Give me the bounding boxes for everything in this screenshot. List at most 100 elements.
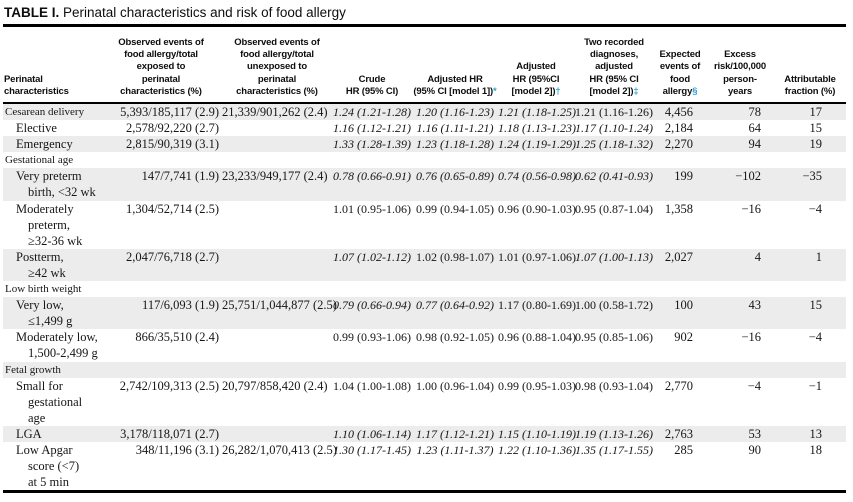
table-row: Very low, ≤1,499 g 117/6,093 (1.9) 25,751/1… — [3, 297, 846, 330]
cell-adjusted-hr-model1: 1.23 (1.11-1.37) — [416, 442, 494, 457]
column-header-adjusted-hr-model2: Adjusted HR (95%CI [model 2])† — [498, 25, 574, 105]
cell-adjusted-hr-model2: 0.74 (0.56-0.98) — [498, 169, 576, 184]
empty-cells — [100, 281, 846, 297]
table-body: Cesarean delivery 5,393/185,117 (2.9) 21,3… — [3, 103, 846, 492]
cell-two-diagnoses-hr: 0.95 (0.85-1.06) — [575, 330, 653, 345]
cell-observed-unexposed: 21,339/901,262 (2.4) — [222, 105, 328, 120]
column-header-attributable-fraction: Attributable fraction (%) — [774, 25, 846, 105]
cell-attributable-fraction: −1 — [808, 378, 822, 393]
cell-attributable-fraction: 13 — [809, 426, 823, 441]
table-row: Postterm, ≥42 wk 2,047/76,718 (2.7) 1.07 (1… — [3, 248, 846, 282]
cell-adjusted-hr-model2: 1.21 (1.18-1.25) — [498, 105, 576, 120]
table-row: Moderately low, 1,500-2,499 g 866/35,510 (… — [3, 329, 846, 361]
cell-adjusted-hr-model1: 1.00 (0.96-1.04) — [416, 378, 494, 393]
table-number: TABLE I. — [4, 5, 60, 20]
table-row: Moderately preterm, ≥32-36 wk 1,304/52,714 … — [3, 201, 846, 249]
perinatal-characteristics-table: Perinatal characteristics Observed events … — [3, 24, 846, 494]
section-row: Fetal growth — [3, 361, 846, 378]
cell-observed-unexposed — [222, 201, 332, 249]
table-row: Emergency 2,815/90,319 (3.1) 1.33 (1.28-1.… — [3, 136, 846, 153]
footnote-marker: † — [555, 85, 561, 97]
table-title-text: Perinatal characteristics and risk of fo… — [63, 5, 346, 20]
column-header-observed-exposed: Observed events of food allergy/total expo… — [100, 25, 222, 105]
cell-adjusted-hr-model1: 1.20 (1.16-1.23) — [416, 105, 494, 120]
cell-expected-events: 902 — [674, 330, 693, 345]
cell-excess-risk: 4 — [754, 249, 761, 264]
cell-expected-events: 199 — [674, 169, 693, 184]
cell-observed-exposed: 5,393/185,117 (2.9) — [120, 105, 219, 120]
row-label: Very low, ≤1,499 g — [16, 298, 73, 329]
cell-observed-exposed: 866/35,510 (2.4) — [135, 330, 219, 345]
cell-expected-events: 2,184 — [664, 121, 693, 136]
cell-crude-hr: 0.78 (0.66-0.91) — [333, 169, 411, 184]
cell-two-diagnoses-hr: 1.21 (1.16-1.26) — [575, 105, 653, 120]
row-label: Moderately low, 1,500-2,499 g — [16, 330, 98, 361]
cell-excess-risk: −16 — [741, 330, 761, 345]
cell-observed-unexposed — [222, 329, 332, 361]
empty-cells — [100, 362, 846, 378]
cell-attributable-fraction: −4 — [808, 330, 822, 345]
footnote-marker: § — [692, 85, 698, 97]
cell-excess-risk: 43 — [748, 298, 762, 313]
cell-two-diagnoses-hr: 1.07 (1.00-1.13) — [575, 249, 653, 264]
cell-crude-hr: 1.04 (1.00-1.08) — [333, 378, 411, 393]
row-label: Moderately preterm, ≥32-36 wk — [16, 201, 83, 248]
cell-excess-risk: 64 — [748, 121, 762, 136]
cell-adjusted-hr-model2: 1.18 (1.13-1.23) — [498, 121, 576, 136]
cell-observed-unexposed — [222, 136, 332, 152]
row-label: Fetal growth — [5, 363, 61, 376]
cell-adjusted-hr-model2: 1.24 (1.19-1.29) — [498, 137, 576, 152]
cell-observed-exposed: 147/7,741 (1.9) — [141, 169, 219, 184]
cell-excess-risk: 94 — [748, 137, 762, 152]
cell-expected-events: 2,763 — [664, 426, 693, 441]
row-label: Cesarean delivery — [5, 106, 85, 119]
row-label: Small for gestational age — [16, 378, 83, 425]
cell-observed-exposed: 117/6,093 (1.9) — [142, 298, 219, 313]
cell-crude-hr: 0.79 (0.66-0.94) — [333, 298, 411, 313]
header-row: Perinatal characteristics Observed events … — [3, 25, 846, 105]
cell-two-diagnoses-hr: 1.25 (1.18-1.32) — [575, 137, 653, 152]
table-row: LGA 3,178/118,071 (2.7) 1.10 (1.06-1.14) 1.… — [3, 425, 846, 442]
table-row: Cesarean delivery 5,393/185,117 (2.9) 21,3… — [3, 103, 846, 121]
cell-attributable-fraction: 15 — [809, 298, 823, 313]
column-header-characteristics: Perinatal characteristics — [3, 25, 100, 105]
cell-crude-hr: 1.33 (1.28-1.39) — [333, 137, 411, 152]
cell-expected-events: 100 — [674, 298, 693, 313]
cell-attributable-fraction: 15 — [809, 121, 823, 136]
cell-adjusted-hr-model1: 1.17 (1.12-1.21) — [416, 426, 494, 441]
cell-two-diagnoses-hr: 1.00 (0.58-1.72) — [575, 298, 653, 313]
column-header-crude-hr: Crude HR (95% CI) — [332, 25, 412, 105]
cell-expected-events: 2,270 — [664, 137, 693, 152]
table-row: Low Apgar score (<7) at 5 min 348/11,196 (3… — [3, 442, 846, 492]
row-label: Low birth weight — [5, 283, 82, 296]
cell-adjusted-hr-model2: 1.22 (1.10-1.36) — [498, 442, 576, 457]
cell-excess-risk: −102 — [735, 169, 761, 184]
cell-adjusted-hr-model1: 0.76 (0.65-0.89) — [416, 169, 494, 184]
cell-adjusted-hr-model1: 1.23 (1.18-1.28) — [416, 137, 494, 152]
cell-excess-risk: 53 — [748, 426, 762, 441]
footnote-marker: ‡ — [633, 85, 639, 97]
cell-adjusted-hr-model1: 0.99 (0.94-1.05) — [416, 201, 494, 216]
cell-adjusted-hr-model2: 1.17 (0.80-1.69) — [498, 298, 576, 313]
cell-two-diagnoses-hr: 1.19 (1.13-1.26) — [575, 426, 653, 441]
cell-observed-unexposed — [222, 426, 332, 442]
table-caption: TABLE I. Perinatal characteristics and r… — [3, 2, 849, 24]
column-header-two-diagnoses-hr: Two recorded diagnoses, adjusted HR (95% CI… — [574, 25, 654, 105]
cell-adjusted-hr-model1: 1.16 (1.11-1.21) — [416, 121, 494, 136]
cell-crude-hr: 1.30 (1.17-1.45) — [333, 442, 411, 457]
cell-attributable-fraction: 18 — [809, 442, 823, 457]
cell-observed-unexposed: 20,797/858,420 (2.4) — [222, 378, 328, 393]
cell-adjusted-hr-model2: 1.15 (1.10-1.19) — [498, 426, 576, 441]
cell-attributable-fraction: 17 — [809, 105, 823, 120]
cell-excess-risk: 78 — [748, 105, 762, 120]
cell-adjusted-hr-model2: 0.96 (0.88-1.04) — [498, 330, 576, 345]
row-label: Very preterm birth, <32 wk — [16, 169, 96, 200]
cell-observed-exposed: 2,578/92,220 (2.7) — [125, 121, 219, 136]
cell-attributable-fraction: −4 — [808, 201, 822, 216]
cell-excess-risk: 90 — [748, 442, 762, 457]
cell-excess-risk: −4 — [747, 378, 761, 393]
cell-adjusted-hr-model2: 1.01 (0.97-1.06) — [498, 249, 576, 264]
cell-observed-exposed: 2,047/76,718 (2.7) — [125, 249, 219, 264]
cell-observed-unexposed — [222, 249, 332, 281]
